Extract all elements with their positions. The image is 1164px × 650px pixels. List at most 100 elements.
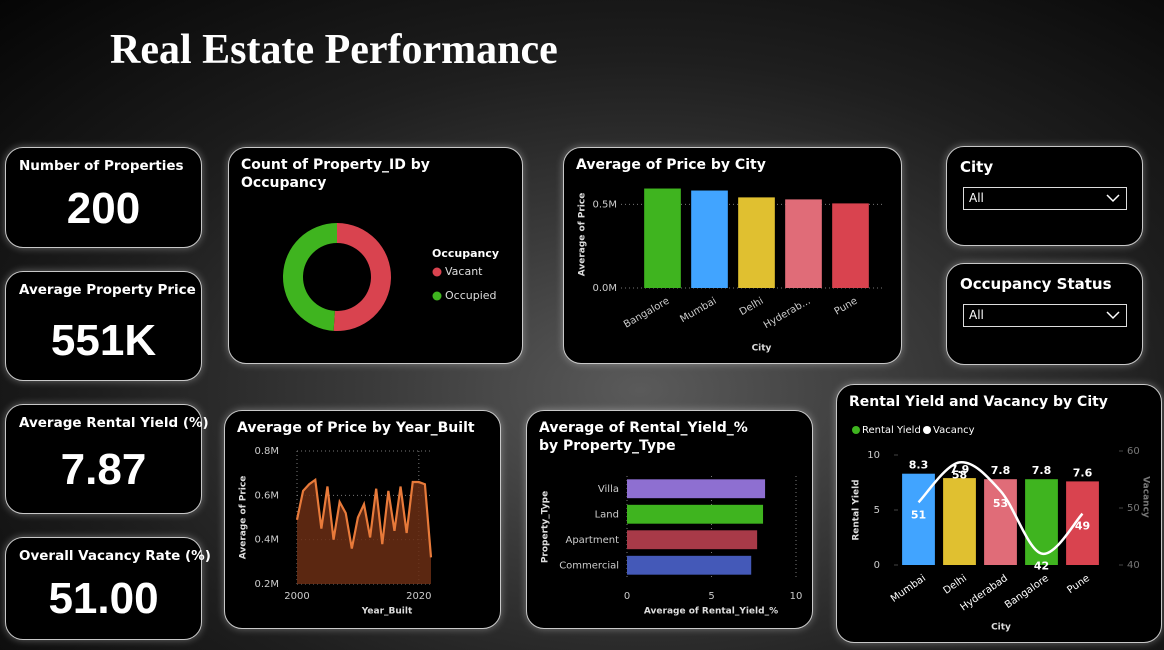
donut-chart: Vacant Occupied Occupancy: [283, 223, 499, 331]
y-tick-label: Villa: [598, 484, 619, 495]
bar: [785, 199, 822, 288]
y-tick-label: 0.0M: [592, 283, 617, 294]
bar: [627, 555, 752, 575]
area-chart: 0.2M 0.4M 0.6M 0.8M 2000 2020 Average of Price…: [239, 446, 433, 617]
donut-slice: [333, 223, 392, 331]
kpi-label: Number of Properties: [19, 158, 184, 174]
data-label: 7.9: [950, 463, 970, 476]
chart-card: Count of Property_ID by Occupancy Vacant…: [228, 147, 523, 364]
kpi-value: 7.87: [60, 445, 147, 494]
bar: [627, 530, 758, 550]
y-tick-label: Commercial: [559, 560, 619, 571]
legend-swatch: [432, 291, 442, 301]
kpi-card: Number of Properties 200: [5, 147, 202, 248]
chevron: [1106, 194, 1120, 203]
legend-label: Rental Yield: [862, 425, 921, 436]
bar: [984, 479, 1017, 565]
x-axis-title: Year_Built: [361, 607, 413, 617]
kpi-value: 200: [66, 184, 141, 233]
dropdown[interactable]: All: [963, 187, 1127, 210]
kpi-card: Average Property Price 551K: [5, 271, 202, 381]
legend-swatch: [923, 426, 931, 434]
x-tick-label: Mumbai: [889, 573, 928, 605]
dropdown-value: All: [969, 308, 984, 322]
chart-title: Count of Property_ID by Occupancy: [241, 157, 430, 191]
kpi-value: 51.00: [48, 574, 159, 623]
bar: [644, 188, 681, 288]
bar: [832, 203, 869, 288]
x-tick-label: 0: [624, 591, 630, 602]
y2-tick-label: 50: [1127, 503, 1140, 514]
data-label: 42: [1034, 560, 1049, 573]
y-tick-label: 0: [874, 560, 880, 571]
dropdown-value: All: [969, 191, 984, 205]
y-axis-title: Property_Type: [541, 491, 551, 563]
y-tick-label: 0.5M: [592, 199, 617, 210]
y-tick-label: Apartment: [565, 535, 619, 546]
legend-swatch: [852, 426, 860, 434]
x-tick-label: 10: [790, 591, 803, 602]
hbar-chart: 0 5 10 Villa Land Apartment Commercial Property…: [541, 476, 803, 617]
bar: [691, 190, 728, 288]
legend-label: Vacancy: [933, 425, 975, 436]
data-label: 8.3: [909, 459, 929, 472]
line: [917, 461, 1084, 555]
data-label: 53: [993, 497, 1008, 510]
data-label: 7.6: [1073, 466, 1093, 479]
y2-axis-title: Vacancy: [1141, 476, 1151, 518]
x-tick-label: Mumbai: [678, 296, 718, 326]
area-fill: [297, 479, 431, 584]
x-tick-label: Bangalore: [622, 296, 671, 331]
y-axis-title: Rental Yield: [852, 479, 862, 540]
chart-title: Rental Yield and Vacancy by City: [849, 394, 1108, 410]
kpi-label: Average Rental Yield (%): [19, 415, 209, 431]
x-axis-title: Average of Rental_Yield_%: [644, 607, 778, 617]
combo-chart: 0 5 10 40 50 60 Rental Yield Vacancy 8.3 Mumbai 7.…: [852, 425, 1151, 633]
y-tick-label: 0.2M: [254, 579, 279, 590]
kpi-value: 551K: [50, 316, 157, 365]
chart-card: Average of Rental_Yield_% by Property_Ty…: [526, 410, 813, 629]
y2-tick-label: 40: [1127, 560, 1140, 571]
bar: [1066, 481, 1099, 565]
y-axis-title: Average of Price: [239, 476, 249, 560]
data-label: 7.8: [991, 464, 1011, 477]
x-axis-title: City: [752, 344, 772, 354]
bar: [627, 479, 766, 499]
slicer-label: City: [960, 158, 994, 176]
x-tick-label: Pune: [1065, 573, 1092, 596]
x-tick-label: Hyderab...: [762, 296, 813, 332]
legend-title: Occupancy: [432, 247, 499, 260]
line: [295, 477, 433, 558]
chart-card: Average of Price by City 0.0M 0.5M Bangalo…: [563, 147, 902, 364]
data-label: 49: [1075, 520, 1090, 533]
y2-tick-label: 60: [1127, 446, 1140, 457]
x-tick-label: Pune: [833, 296, 860, 318]
x-tick-label: Bangalore: [1003, 573, 1051, 611]
dashboard-title: Real Estate Performance: [110, 27, 558, 73]
kpi-card: Overall Vacancy Rate (%) 51.00: [5, 537, 211, 640]
y-axis-title: Average of Price: [578, 193, 588, 277]
slicer: City All: [946, 146, 1143, 246]
chart-card: Rental Yield and Vacancy by City 0 5 10 40 5…: [836, 384, 1162, 643]
donut-slice: [283, 223, 337, 331]
chart-title: Average of Rental_Yield_% by Property_Ty…: [539, 420, 748, 454]
chart-title: Average of Price by City: [576, 157, 766, 173]
legend-label: Vacant: [445, 265, 483, 278]
x-tick-label: Delhi: [738, 296, 766, 318]
chart-card: Average of Price by Year_Built 0.2M 0.4M 0…: [224, 410, 501, 629]
legend-label: Occupied: [445, 289, 497, 302]
chevron: [1106, 311, 1120, 320]
y-tick-label: 0.6M: [254, 490, 279, 501]
y-tick-label: 5: [874, 505, 880, 516]
x-tick-label: 2000: [284, 591, 309, 602]
kpi-label: Average Property Price: [19, 282, 196, 298]
dropdown[interactable]: All: [963, 304, 1127, 327]
bar: [627, 504, 764, 524]
data-label: 58: [952, 468, 967, 481]
slicer: Occupancy Status All: [946, 263, 1143, 365]
bar: [1025, 479, 1058, 565]
slicer-label: Occupancy Status: [960, 275, 1112, 293]
x-tick-label: Delhi: [942, 573, 969, 597]
